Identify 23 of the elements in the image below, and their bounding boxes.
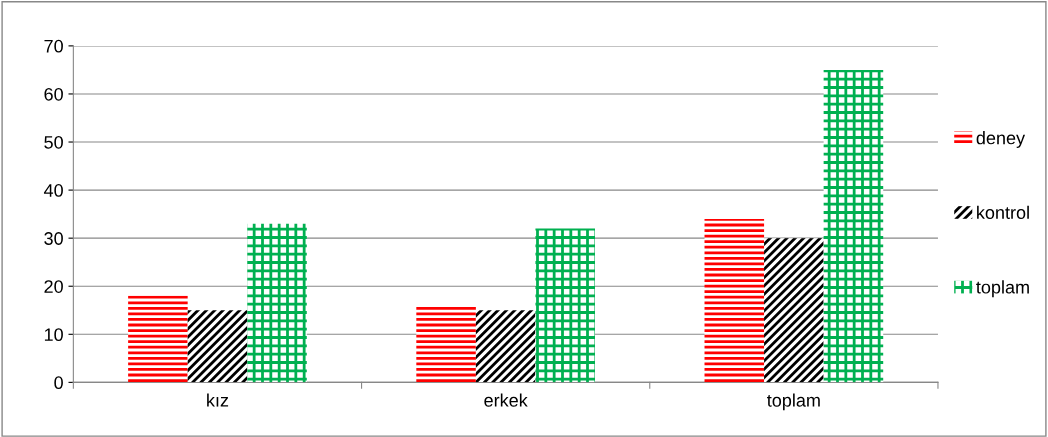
legend-label: toplam	[976, 280, 1029, 298]
y-tick-label: 60	[44, 87, 63, 101]
bar	[535, 228, 595, 383]
y-tick-label: 30	[44, 232, 63, 245]
bar	[247, 223, 307, 383]
y-tick-label: 0	[54, 376, 63, 390]
bar	[187, 310, 248, 383]
y-tick-label: 40	[43, 184, 63, 197]
bar	[704, 218, 765, 383]
y-tick-label: 10	[44, 328, 63, 342]
bar	[823, 69, 884, 383]
legend-label: deney	[976, 131, 1026, 148]
x-tick-label: toplam	[767, 393, 820, 411]
y-tick-label: 50	[44, 135, 63, 149]
bar	[764, 238, 824, 383]
x-tick-label: kız	[207, 393, 229, 407]
bar	[475, 310, 536, 383]
bar	[128, 295, 188, 383]
y-tick-label: 20	[44, 280, 63, 293]
x-tick-label: erkek	[484, 393, 528, 407]
bar	[416, 305, 476, 383]
y-tick-label: 70	[44, 39, 63, 53]
legend-label: kontrol	[977, 205, 1029, 219]
